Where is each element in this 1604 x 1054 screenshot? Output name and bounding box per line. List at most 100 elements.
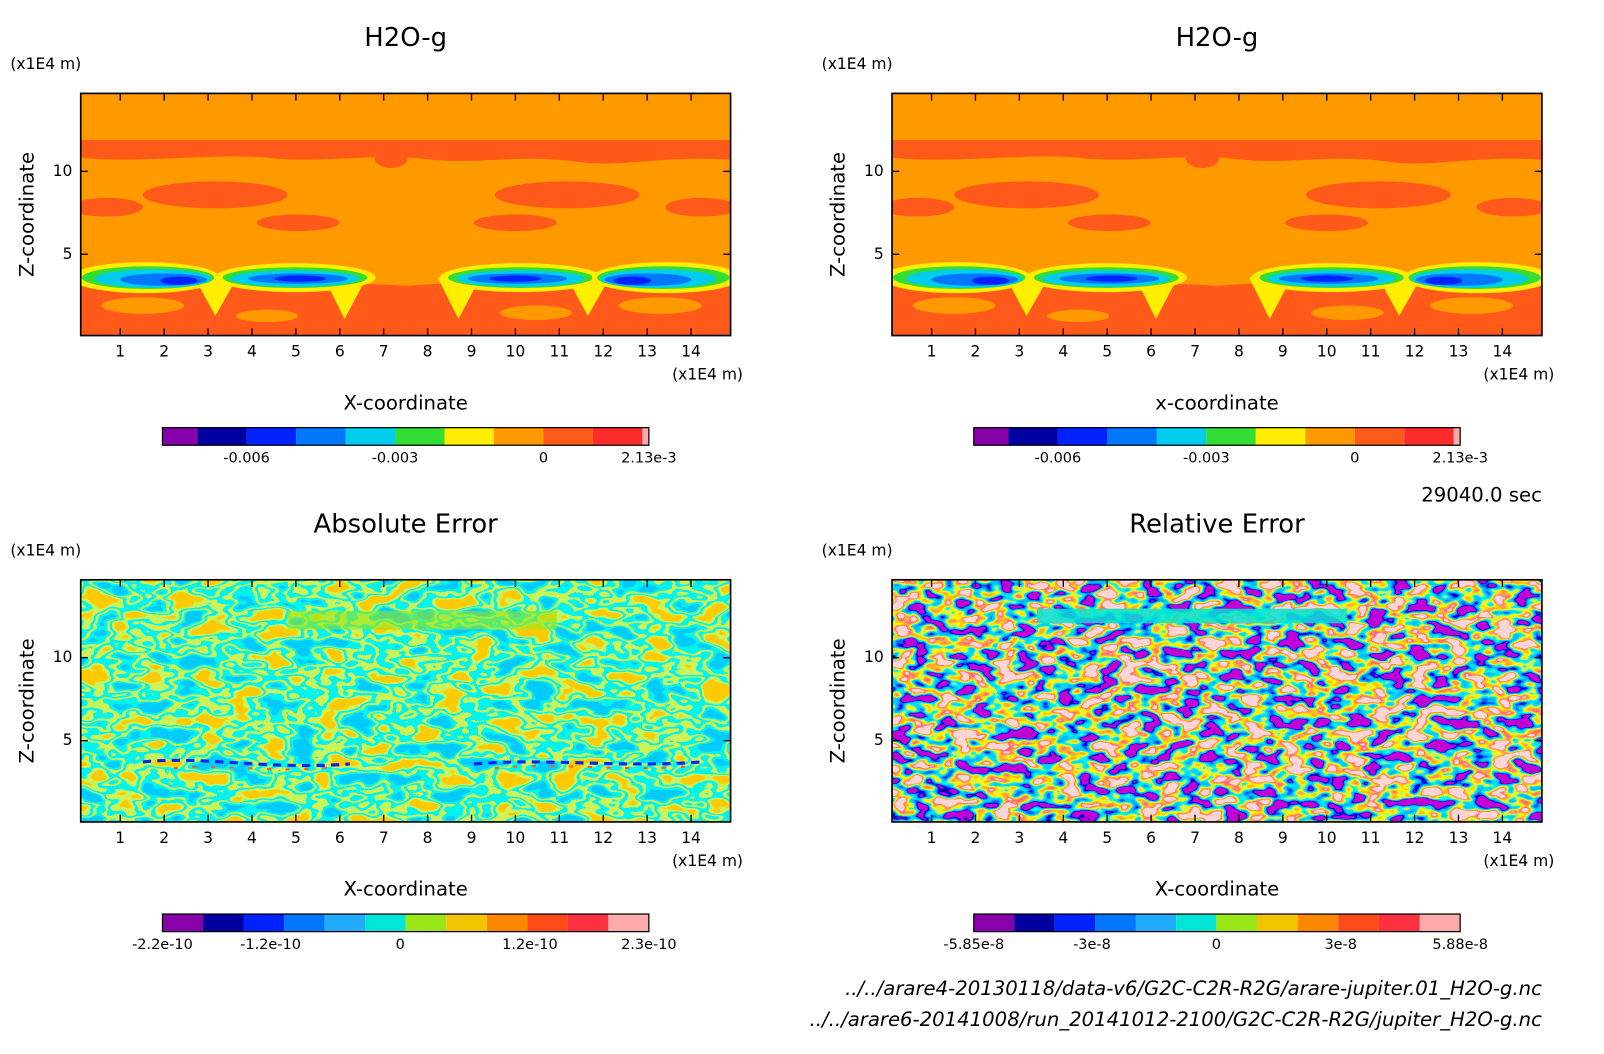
x-tick-label: 3 [203,343,213,361]
colorbar-tick-label: 0 [396,937,405,953]
y-axis-label: Z-coordinate [827,638,850,763]
x-tick-label: 13 [637,343,657,361]
y-unit: (x1E4 m) [822,541,893,559]
colorbar-tick-label: -0.003 [1183,451,1230,467]
plot-frame [891,578,1543,823]
colorbar-cell [1404,427,1454,446]
x-tick-label: 12 [593,343,613,361]
x-tick-label: 2 [159,343,169,361]
x-axis-label: X-coordinate [1155,878,1279,901]
colorbar-tick-label: 5.88e-8 [1432,937,1488,953]
x-tick-label: 14 [1493,829,1513,847]
colorbar-tick-label: -5.85e-8 [943,937,1004,953]
colorbar-cell [324,914,366,932]
contour-field [80,93,731,336]
colorbar-cell [1107,427,1157,446]
colorbar-cell [284,914,325,932]
colorbar-frame [973,427,1461,446]
colorbar-cell [1057,427,1108,446]
x-tick-label: 7 [379,829,389,847]
colorbar-cell [608,914,649,932]
panel: Relative Error (x1E4 m) (x1E4 m) X-coordina… [822,509,1555,953]
colorbar-tick-label: -0.006 [223,451,270,467]
x-tick-label: 5 [1102,829,1112,847]
y-tick-label: 10 [864,648,884,666]
colorbar-cell [567,914,609,932]
x-tick-label: 5 [1102,343,1112,361]
x-tick-label: 4 [247,343,257,361]
x-tick-label: 11 [549,829,569,847]
colorbar-cell [365,914,406,932]
x-tick-label: 1 [927,343,937,361]
colorbar-cell [1206,427,1256,446]
colorbar-cell [486,914,528,932]
colorbar-tick-label: 1.2e-10 [502,937,558,953]
x-tick-label: 14 [681,829,701,847]
chart-title: H2O-g [1176,23,1259,53]
panel: H2O-g (x1E4 m) (x1E4 m) X-coordinate Z-coord… [10,23,743,467]
colorbar-cell [1156,427,1207,446]
colorbar-tick-label: 2.13e-3 [621,451,677,467]
x-tick-label: 1 [115,343,125,361]
x-tick-label: 6 [335,343,345,361]
panel: Absolute Error (x1E4 m) (x1E4 m) X-coordina… [10,509,743,953]
colorbar-frame [973,913,1461,933]
x-tick-label: 6 [335,829,345,847]
y-axis-label: Z-coordinate [15,638,38,763]
y-tick-label: 10 [864,162,884,180]
x-tick-label: 13 [1449,829,1469,847]
x-tick-label: 11 [549,343,569,361]
x-tick-label: 1 [115,829,125,847]
x-tick-label: 6 [1146,343,1156,361]
colorbar-tick-label: 2.13e-3 [1432,451,1488,467]
x-unit: (x1E4 m) [672,365,743,383]
x-unit: (x1E4 m) [672,852,743,870]
x-tick-label: 8 [1234,343,1244,361]
colorbar-tick-label: -2.2e-10 [132,937,193,953]
y-tick-label: 10 [53,162,73,180]
colorbar-cell [1297,914,1339,932]
colorbar-cell [444,427,494,446]
colorbar-cell [1256,914,1298,932]
x-tick-label: 10 [1317,829,1337,847]
colorbar-cell [395,427,445,446]
y-axis-label: Z-coordinate [827,152,850,277]
x-tick-label: 8 [423,829,433,847]
x-tick-label: 5 [291,343,301,361]
x-tick-label: 3 [1014,343,1024,361]
colorbar-cell [1014,914,1055,932]
colorbar-cell [527,914,568,932]
colorbar-cell [973,427,1009,446]
x-tick-label: 2 [971,343,981,361]
colorbar-cell [973,914,1015,932]
chart-title: Relative Error [1129,509,1305,539]
colorbar-cell [1135,914,1177,932]
y-axis-label: Z-coordinate [15,152,38,277]
colorbar-cell [1354,427,1405,446]
x-tick-label: 8 [1234,829,1244,847]
colorbar-cell [446,914,487,932]
colorbar-tick-label: 3e-8 [1324,937,1357,953]
colorbar-cell [1176,914,1217,932]
x-tick-label: 11 [1361,343,1381,361]
colorbar-cell [1255,427,1306,446]
x-tick-label: 12 [1405,343,1425,361]
x-tick-label: 7 [379,343,389,361]
contour-field [892,579,1542,822]
x-tick-label: 4 [1058,829,1068,847]
x-tick-label: 14 [681,343,701,361]
colorbar-cell [1054,914,1096,932]
x-tick-label: 3 [203,829,213,847]
x-tick-label: 9 [467,829,477,847]
colorbar-frame [161,913,650,933]
colorbar-tick-label: 0 [1212,937,1221,953]
y-tick-label: 10 [53,648,73,666]
contour-field [80,579,731,822]
x-tick-label: 5 [291,829,301,847]
colorbar-cell [197,427,247,446]
y-tick-label: 5 [63,245,73,263]
x-tick-label: 10 [506,343,526,361]
colorbar-cell [1453,427,1461,446]
x-tick-label: 10 [506,829,526,847]
